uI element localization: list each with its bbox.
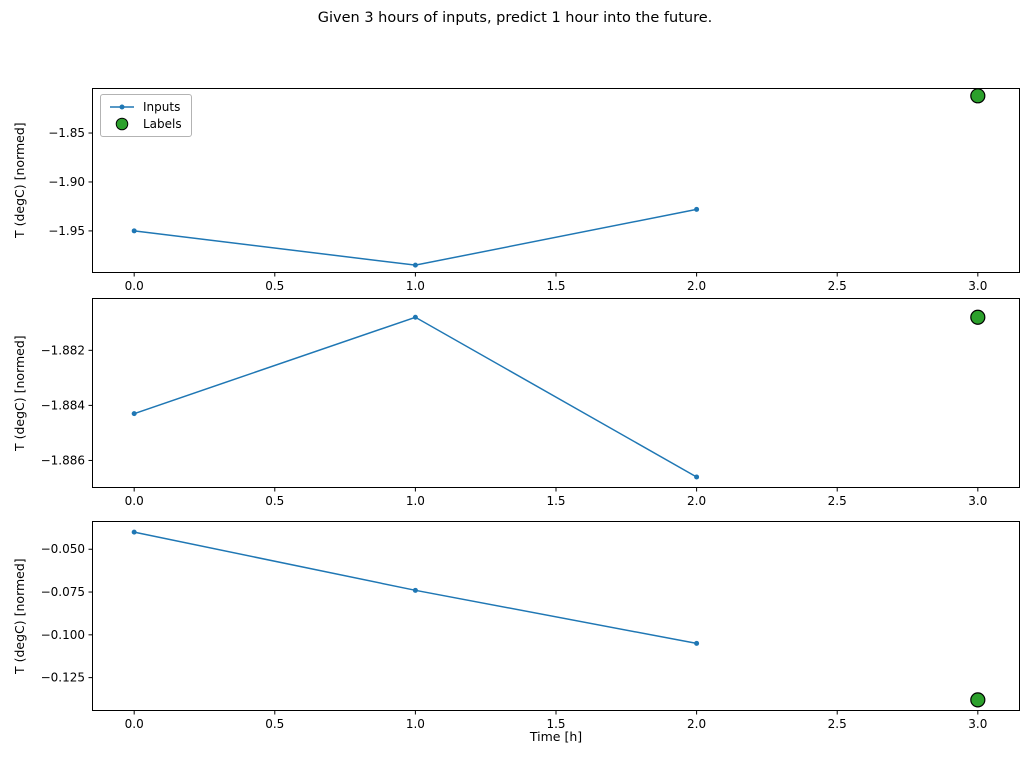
legend-label-labels: Labels bbox=[143, 117, 182, 131]
labels-marker bbox=[970, 88, 986, 104]
x-tick-label: 0.5 bbox=[265, 494, 284, 508]
x-tick-label: 1.5 bbox=[546, 494, 565, 508]
inputs-marker bbox=[412, 314, 418, 320]
x-tick-label: 2.5 bbox=[828, 279, 847, 293]
x-tick-label: 1.5 bbox=[546, 279, 565, 293]
inputs-marker bbox=[131, 411, 137, 417]
inputs-marker bbox=[131, 529, 137, 535]
inputs-marker bbox=[131, 228, 137, 234]
labels-marker bbox=[970, 309, 986, 325]
x-tick-label: 3.0 bbox=[968, 279, 987, 293]
x-tick-label: 0.5 bbox=[265, 279, 284, 293]
x-tick-label: 3.0 bbox=[968, 494, 987, 508]
y-tick-label: −1.95 bbox=[48, 224, 85, 238]
y-tick-label: −1.882 bbox=[41, 343, 85, 357]
x-tick-label: 1.0 bbox=[406, 494, 425, 508]
inputs-line bbox=[134, 531, 697, 645]
x-tick-label: 2.0 bbox=[687, 494, 706, 508]
inputs-marker bbox=[694, 206, 700, 212]
x-tick-label: 0.5 bbox=[265, 717, 284, 731]
y-axis-label-middle: T (degC) [normed] bbox=[12, 335, 27, 451]
y-tick-label: −0.075 bbox=[41, 585, 85, 599]
y-tick-label: −1.90 bbox=[48, 175, 85, 189]
labels-marker-icon bbox=[115, 117, 129, 131]
legend-label-inputs: Inputs bbox=[143, 100, 181, 114]
x-tick-label: 1.0 bbox=[406, 717, 425, 731]
labels-marker bbox=[970, 692, 986, 708]
y-tick-label: −0.100 bbox=[41, 628, 85, 642]
y-tick-label: −0.050 bbox=[41, 542, 85, 556]
plot-border bbox=[92, 88, 1020, 273]
x-axis-label: Time [h] bbox=[529, 729, 583, 744]
chart-title: Given 3 hours of inputs, predict 1 hour … bbox=[317, 10, 713, 26]
legend-item-inputs: Inputs bbox=[108, 100, 182, 114]
x-tick-label: 1.5 bbox=[546, 717, 565, 731]
x-tick-label: 2.0 bbox=[687, 279, 706, 293]
x-tick-label: 0.0 bbox=[125, 717, 144, 731]
x-tick-label: 0.0 bbox=[125, 494, 144, 508]
x-tick-label: 2.5 bbox=[828, 717, 847, 731]
x-tick-label: 3.0 bbox=[968, 717, 987, 731]
inputs-line bbox=[134, 208, 697, 266]
x-tick-label: 2.5 bbox=[828, 494, 847, 508]
y-axis-label-top: T (degC) [normed] bbox=[12, 122, 27, 239]
y-tick-label: −1.886 bbox=[41, 453, 85, 467]
x-tick-label: 0.0 bbox=[125, 279, 144, 293]
inputs-line bbox=[133, 316, 697, 478]
x-tick-label: 2.0 bbox=[687, 717, 706, 731]
legend-item-labels: Labels bbox=[108, 117, 182, 131]
y-tick-label: −0.125 bbox=[41, 671, 85, 685]
inputs-marker bbox=[412, 262, 418, 268]
inputs-line-icon bbox=[110, 104, 134, 110]
y-tick-label: −1.884 bbox=[41, 398, 85, 412]
plot-border bbox=[92, 521, 1020, 711]
inputs-marker bbox=[694, 640, 700, 646]
legend: Inputs Labels bbox=[100, 94, 192, 137]
inputs-marker bbox=[412, 587, 418, 593]
y-tick-label: −1.85 bbox=[48, 126, 85, 140]
plot-border bbox=[92, 298, 1020, 488]
inputs-marker bbox=[694, 474, 700, 480]
x-tick-label: 1.0 bbox=[406, 279, 425, 293]
y-axis-label-bottom: T (degC) [normed] bbox=[12, 558, 27, 674]
